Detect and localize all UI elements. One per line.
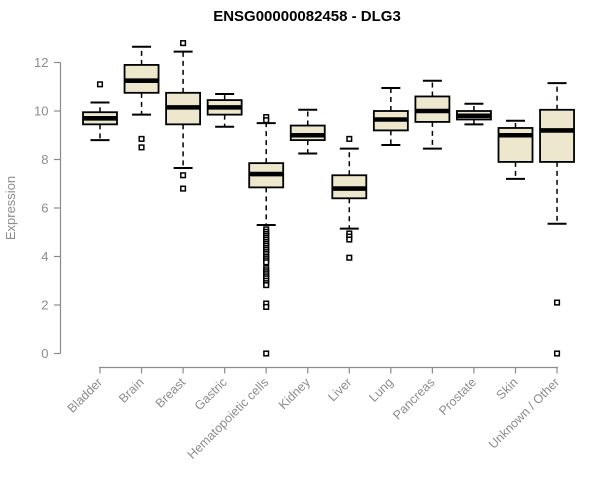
outlier-point — [263, 303, 270, 310]
box-kidney — [289, 108, 326, 155]
y-tick-label: 12 — [34, 55, 48, 70]
box-gastric — [206, 93, 243, 128]
outlier-point — [346, 254, 353, 261]
x-tick-label-pancreas: Pancreas — [390, 375, 437, 422]
outlier-point — [263, 350, 270, 357]
y-tick-label: 4 — [41, 249, 48, 264]
box-pancreas — [414, 79, 451, 150]
x-tick-label-skin: Skin — [494, 375, 521, 402]
outlier-point — [180, 40, 187, 47]
x-tick-label-kidney: Kidney — [276, 375, 313, 412]
box-skin — [497, 119, 534, 180]
outlier-point — [138, 135, 145, 142]
outlier-point — [346, 135, 353, 142]
box-hematopoietic-cells — [248, 114, 285, 357]
iqr-box — [497, 127, 534, 163]
iqr-box — [289, 124, 326, 142]
y-tick-label: 8 — [41, 152, 48, 167]
x-tick-label-prostate: Prostate — [436, 375, 479, 418]
outlier-point — [96, 81, 104, 88]
x-tick-label-lung: Lung — [366, 375, 396, 405]
box-brain — [123, 45, 160, 151]
outlier-point — [263, 259, 270, 266]
y-axis-label: Expression — [3, 176, 18, 240]
outlier-point — [554, 299, 561, 306]
outlier-point — [138, 144, 145, 151]
x-tick-label-breast: Breast — [153, 375, 189, 411]
x-tick-label-bladder: Bladder — [65, 375, 105, 415]
x-tick-label-unknown-other: Unknown / Other — [486, 375, 562, 451]
outlier-point — [180, 172, 187, 179]
box-prostate — [456, 102, 492, 126]
box-bladder — [82, 81, 118, 142]
box-unknown-other — [539, 82, 575, 357]
y-tick-label: 10 — [34, 104, 48, 119]
box-liver — [331, 135, 368, 261]
chart-title: ENSG00000082458 - DLG3 — [213, 8, 401, 25]
iqr-box — [539, 108, 575, 163]
outlier-point — [263, 282, 270, 289]
y-tick-label: 0 — [41, 346, 48, 361]
plot-area: 0 2 4 6 8 10 12 Bladder Brain Breast GastricHemato… — [34, 40, 575, 462]
x-tick-label-gastric: Gastric — [192, 375, 230, 413]
x-tick-label-hematopoietic-cells: Hematopoietic cells — [185, 375, 272, 462]
y-tick-label: 6 — [41, 201, 48, 216]
outlier-point — [554, 350, 561, 357]
outlier-point — [263, 117, 270, 124]
box-lung — [372, 86, 409, 146]
box-breast — [165, 40, 202, 192]
x-tick-label-liver: Liver — [325, 375, 354, 404]
y-tick-label: 2 — [41, 298, 48, 313]
outlier-point — [180, 185, 187, 192]
x-tick-label-brain: Brain — [116, 375, 147, 406]
outlier-point — [346, 236, 353, 243]
